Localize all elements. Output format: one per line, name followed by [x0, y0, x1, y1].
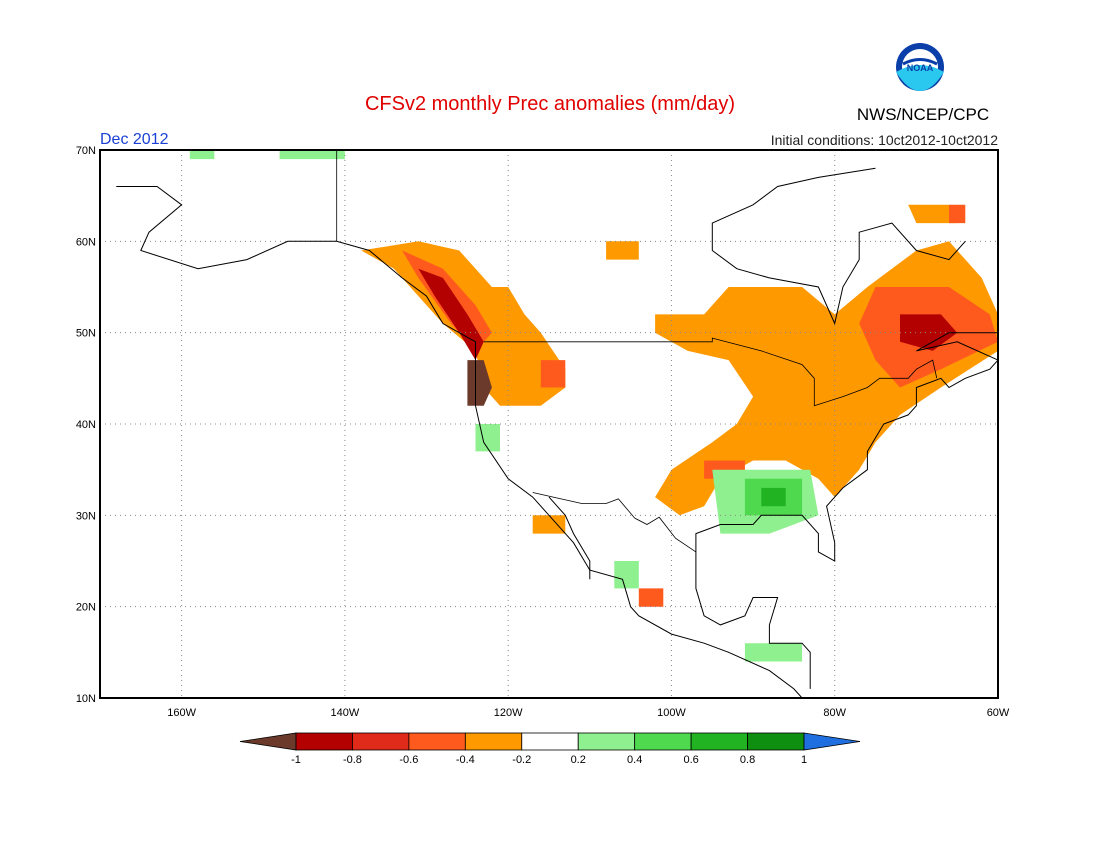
anomaly-layer [189, 150, 998, 662]
anomaly-region [744, 643, 803, 662]
lat-tick-label: 60N [76, 236, 96, 248]
coastline [695, 551, 811, 689]
colorbar-tick-label: -1 [291, 754, 301, 766]
noaa-logo-text: NOAA [907, 63, 934, 73]
colorbar-high-arrow [803, 732, 861, 751]
country-border [532, 492, 697, 553]
noaa-logo: NOAA [896, 43, 944, 91]
colorbar-bin [408, 732, 466, 751]
anomaly-region [532, 515, 566, 534]
colorbar-tick-label: 0.6 [683, 754, 698, 766]
chart-title: CFSv2 monthly Prec anomalies (mm/day) [365, 93, 735, 115]
anomaly-region [475, 424, 500, 452]
coastline [916, 332, 999, 361]
initial-conditions-label: Initial conditions: 10ct2012-10ct2012 [771, 132, 998, 148]
longitude-labels: 160W 140W 120W 100W 80W 60W [167, 707, 1010, 719]
coastline [711, 167, 876, 251]
colorbar [239, 732, 861, 751]
anomaly-region [606, 241, 639, 260]
anomaly-region [949, 204, 966, 224]
anomaly-region [900, 314, 958, 351]
coastline [548, 496, 591, 580]
colorbar-labels: -1 -0.8 -0.6 -0.4 -0.2 0.2 0.4 0.6 0.8 1 [291, 754, 807, 766]
anomaly-region [467, 360, 492, 406]
colorbar-tick-label: -0.8 [343, 754, 362, 766]
lat-tick-label: 30N [76, 510, 96, 522]
colorbar-bin [634, 732, 692, 751]
colorbar-tick-label: 0.2 [571, 754, 586, 766]
lat-tick-label: 50N [76, 328, 96, 340]
latitude-labels: 70N 60N 50N 40N 30N 20N 10N [76, 145, 96, 705]
coastline [695, 359, 999, 562]
colorbar-tick-label: -0.4 [456, 754, 475, 766]
anomaly-region [908, 204, 958, 224]
colorbar-tick-label: 1 [801, 754, 807, 766]
country-border [483, 337, 938, 407]
agency-label: NWS/NCEP/CPC [857, 105, 989, 124]
lat-tick-label: 20N [76, 602, 96, 614]
colorbar-low-arrow [239, 732, 297, 751]
colorbar-bin [464, 732, 523, 751]
lon-tick-label: 160W [167, 707, 196, 719]
coastline [116, 186, 803, 699]
anomaly-region [614, 561, 639, 589]
anomaly-region [189, 150, 215, 160]
lon-tick-label: 140W [331, 707, 360, 719]
colorbar-tick-label: -0.6 [399, 754, 418, 766]
anomaly-region [540, 360, 566, 388]
colorbar-bin [521, 732, 579, 751]
lat-tick-label: 40N [76, 419, 96, 431]
colorbar-tick-label: 0.8 [740, 754, 755, 766]
anomaly-region [761, 487, 786, 507]
lat-tick-label: 70N [76, 145, 96, 157]
coastline [712, 222, 966, 326]
colorbar-tick-label: 0.4 [627, 754, 642, 766]
lon-tick-label: 100W [657, 707, 686, 719]
colorbar-bin [352, 732, 410, 751]
colorbar-bin [295, 732, 353, 751]
anomaly-region [638, 588, 664, 607]
colorbar-bin [747, 732, 805, 751]
colorbar-tick-label: -0.2 [512, 754, 531, 766]
coastline-layer [116, 167, 999, 699]
border-layer [336, 150, 938, 553]
month-label: Dec 2012 [100, 131, 169, 148]
lon-tick-label: 80W [823, 707, 846, 719]
anomaly-region [279, 150, 345, 160]
map-frame [99, 149, 999, 699]
lat-tick-label: 10N [76, 693, 96, 705]
lon-tick-label: 120W [494, 707, 523, 719]
colorbar-bin [690, 732, 748, 751]
lon-tick-label: 60W [987, 707, 1010, 719]
colorbar-bin [577, 732, 636, 751]
